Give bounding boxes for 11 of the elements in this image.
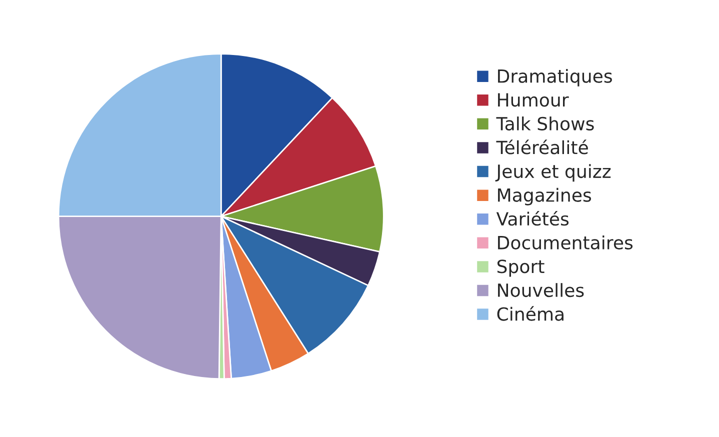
legend-label: Nouvelles: [498, 283, 584, 298]
legend-label: Cinéma: [497, 306, 564, 321]
legend-label: Documentaires: [498, 236, 633, 250]
legend-label: Talk Shows: [496, 116, 594, 131]
legend-label: Humour: [498, 93, 569, 107]
legend-label: Dramatiques: [498, 68, 612, 86]
legend-label: Jeux et quizz: [495, 164, 611, 182]
legend-label: Sport: [497, 260, 544, 277]
legend-label: Téléréalité: [496, 140, 588, 154]
legend-label: Variétés: [496, 210, 569, 226]
legend-label: Magazines: [498, 188, 592, 206]
